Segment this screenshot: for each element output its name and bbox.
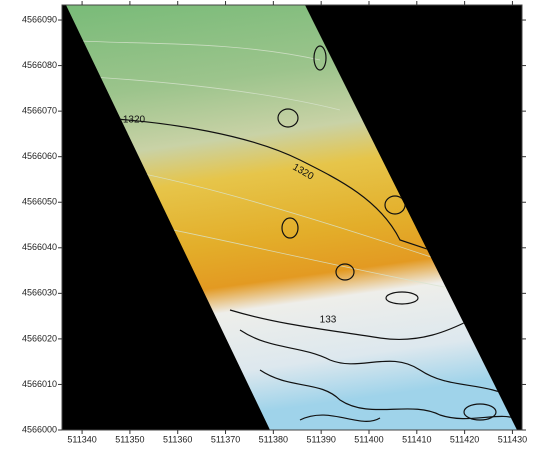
x-tick-label: 511370 (211, 434, 240, 444)
x-tick-label: 511390 (306, 434, 335, 444)
contour-label: 133 (320, 315, 337, 326)
y-tick-label: 4566020 (22, 333, 57, 343)
x-tick-label: 511420 (450, 434, 479, 444)
y-tick-label: 4566040 (22, 242, 57, 252)
x-tick-label: 511380 (259, 434, 288, 444)
y-tick-label: 4566090 (22, 14, 57, 24)
x-tick-label: 511430 (498, 434, 527, 444)
x-tick-label: 511350 (115, 434, 144, 444)
map: 1320 1320 133 51134051135051136051137051… (0, 0, 533, 457)
y-tick-label: 4566070 (22, 106, 57, 116)
y-tick-label: 4566030 (22, 288, 57, 298)
x-tick-label: 511400 (354, 434, 383, 444)
x-tick-label: 511410 (402, 434, 431, 444)
y-tick-label: 4566050 (22, 197, 57, 207)
x-tick-label: 511340 (67, 434, 96, 444)
y-tick-label: 4566080 (22, 60, 57, 70)
y-tick-label: 4566000 (22, 424, 57, 434)
y-tick-label: 4566010 (22, 379, 57, 389)
x-tick-label: 511360 (163, 434, 192, 444)
y-tick-label: 4566060 (22, 151, 57, 161)
contour-label: 1320 (123, 115, 146, 126)
